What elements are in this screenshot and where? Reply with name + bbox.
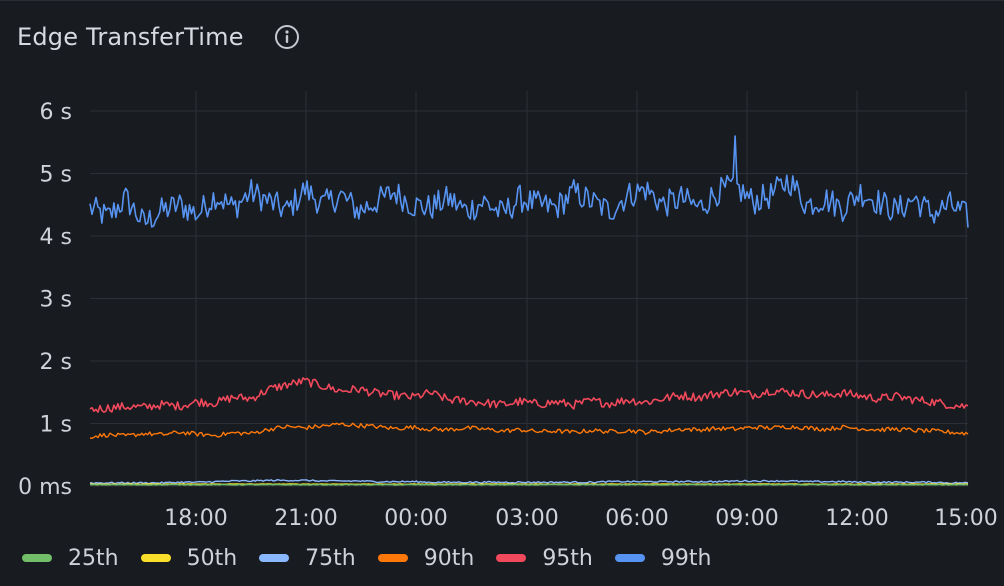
y-tick-label: 6 s <box>40 100 72 125</box>
legend-swatch <box>22 554 52 562</box>
legend-swatch <box>377 554 408 562</box>
legend-swatch <box>496 554 527 562</box>
legend-label: 25th <box>68 545 119 571</box>
line-chart[interactable]: 0 ms 1 s 2 s 3 s 4 s 5 s 6 s 18:00 21:00 00:00 03:… <box>0 1 1004 541</box>
y-tick-label: 4 s <box>40 225 72 250</box>
panel-title: Edge TransferTime <box>17 23 244 51</box>
y-tick-label: 3 s <box>40 288 72 313</box>
x-tick-label: 12:00 <box>825 506 888 531</box>
info-circle-icon[interactable] <box>274 24 300 50</box>
y-tick-label: 0 ms <box>18 475 72 500</box>
series-line-75th[interactable] <box>89 479 969 485</box>
series-line-95th[interactable] <box>89 377 969 413</box>
x-tick-label: 15:00 <box>934 506 997 531</box>
x-tick-label: 03:00 <box>495 506 558 531</box>
x-tick-label: 21:00 <box>274 506 337 531</box>
legend-item-99th[interactable]: 99th <box>614 545 712 571</box>
legend-swatch <box>140 554 171 562</box>
series-line-99th[interactable] <box>89 135 969 228</box>
y-tick-label: 5 s <box>40 163 72 188</box>
series-layer <box>89 135 969 486</box>
legend-item-95th[interactable]: 95th <box>496 546 593 571</box>
series-line-25th[interactable] <box>89 483 969 486</box>
x-tick-label: 18:00 <box>164 506 227 531</box>
legend-swatch <box>259 554 290 562</box>
legend-swatch <box>614 554 645 562</box>
axis-layer: 0 ms 1 s 2 s 3 s 4 s 5 s 6 s 18:00 21:00 00:00 03:… <box>18 100 998 531</box>
legend-item-90th[interactable]: 90th <box>377 545 475 571</box>
y-tick-label: 1 s <box>40 413 72 438</box>
legend-label: 50th <box>186 545 238 571</box>
x-tick-label: 09:00 <box>715 506 778 531</box>
legend: 25th 50th 75th 90th 95th 99th <box>22 541 733 575</box>
grid-layer <box>90 91 968 487</box>
panel-header: Edge TransferTime <box>17 19 300 55</box>
y-tick-label: 2 s <box>40 350 72 375</box>
legend-item-50th[interactable]: 50th <box>140 545 238 571</box>
legend-label: 95th <box>542 545 593 571</box>
legend-item-25th[interactable]: 25th <box>22 546 119 571</box>
legend-label: 90th <box>423 545 475 571</box>
x-tick-label: 00:00 <box>384 506 447 531</box>
series-line-90th[interactable] <box>89 422 969 439</box>
legend-label: 75th <box>305 545 356 571</box>
x-tick-label: 06:00 <box>605 506 668 531</box>
legend-label: 99th <box>660 545 712 571</box>
legend-item-75th[interactable]: 75th <box>259 546 356 571</box>
